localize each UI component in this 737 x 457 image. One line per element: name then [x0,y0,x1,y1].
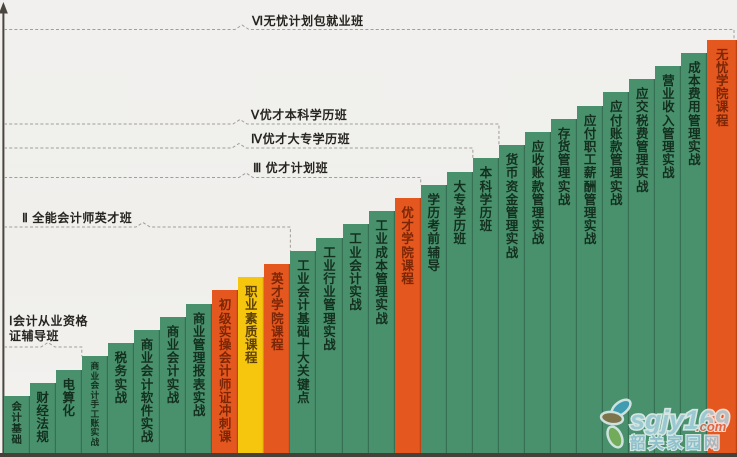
bar-label: 商 业 会 计 软 件 实 战 [140,338,154,445]
bar-label: 商 业 会 计 实 战 [166,324,180,405]
bar-step-20: 货 币 资 金 管 理 实 战 [498,145,525,454]
bar-step-5: 税 务 实 战 [107,343,134,454]
bar-label: 工 业 会 计 基 础 十 大 关 键 点 [297,258,310,405]
y-axis-arrow-icon [0,2,8,14]
bar-step-28: 无 忧 学 院 课 程 [707,39,737,454]
bar-label: 应 付 账 款 管 理 实 战 [609,100,623,207]
bar-step-21: 应 收 账 款 管 理 实 战 [525,132,552,454]
tier-label-Ⅵ: Ⅵ无忧计划包就业班 [252,14,364,28]
bar-step-15: 工 业 成 本 管 理 实 战 [368,211,395,454]
bar-step-8: 商 业 管 理 报 表 实 战 [186,303,213,454]
bar-step-1: 会 计 基 础 [3,396,30,454]
bar-label: 财 经 法 规 [36,390,49,445]
tier-label-Ⅱ: Ⅱ 全能会计师英才班 [22,211,133,225]
bar-step-17: 学 历 考 前 辅 导 [420,184,447,454]
tier-line-Ⅵ [4,24,735,40]
bar-step-3: 电 算 化 [55,369,82,454]
bar-step-26: 营 业 收 入 管 理 实 战 [655,66,682,454]
bar-label: 存 货 管 理 实 战 [557,126,571,207]
tier-label-Ⅳ: Ⅳ优才大专学历班 [251,132,351,146]
tier-line-Ⅰ [4,341,83,357]
bar-label: 优 才 学 院 课 程 [401,206,414,287]
tier-label-Ⅴ: Ⅴ优才本科学历班 [251,108,348,122]
bar-label: 会 计 基 础 [11,402,22,447]
bar-label: 商 业 管 理 报 表 实 战 [192,311,206,419]
bar-label: 大 专 学 历 班 [453,179,467,247]
bar-step-25: 应 交 税 费 管 理 实 战 [629,79,656,454]
bar-label: 商 业 会 计 手 工 账 实 战 [90,361,100,447]
bar-label: 工 业 会 计 实 战 [349,232,362,313]
bar-step-22: 存 货 管 理 实 战 [551,118,578,454]
bar-label: 无 忧 学 院 课 程 [715,47,729,128]
watermark-tld-text: .com [696,419,727,434]
tier-line-Ⅳ [4,142,474,159]
bar-label: 货 币 资 金 管 理 实 战 [505,153,519,260]
bar-label: 工 业 行 业 管 理 实 战 [323,245,336,353]
tier-label-Ⅲ: Ⅲ 优才计划班 [253,161,329,175]
bar-step-13: 工 业 行 业 管 理 实 战 [316,237,343,454]
bar-label: 成 本 费 用 管 理 实 战 [688,60,701,168]
bar-step-19: 本 科 学 历 班 [472,158,499,454]
bar-step-6: 商 业 会 计 软 件 实 战 [133,330,160,454]
bar-label: 英 才 学 院 课 程 [271,272,284,353]
bar-step-9: 初 级 实 操 会 计 师 证 冲 刺 课 [212,290,239,454]
bar-label: 初 级 实 操 会 计 师 证 冲 刺 课 [218,298,232,445]
bar-step-18: 大 专 学 历 班 [446,171,473,454]
watermark-sitename-text: 韶关家园网 [630,433,723,452]
bar-label: 本 科 学 历 班 [479,166,493,234]
bar-step-12: 工 业 会 计 基 础 十 大 关 键 点 [290,250,317,454]
bar-step-23: 应 付 职 工 薪 酬 管 理 实 战 [577,105,604,454]
bar-step-2: 财 经 法 规 [29,382,56,454]
bar-step-14: 工 业 会 计 实 战 [342,224,369,454]
bar-step-11: 英 才 学 院 课 程 [264,264,291,454]
bar-label: 学 历 考 前 辅 导 [427,192,440,273]
tier-line-Ⅴ [4,118,500,146]
bar-step-7: 商 业 会 计 实 战 [160,316,187,454]
bar-label: 应 交 税 费 管 理 实 战 [636,87,649,194]
baseline-band [0,453,737,457]
flower-logo-icon [599,398,632,449]
watermark-logo: sgjy169 .com 韶关家园网 [599,398,731,453]
tier-label-Ⅰ: Ⅰ会计从业资格 证辅导班 [9,314,89,343]
bar-step-4: 商 业 会 计 手 工 账 实 战 [81,356,108,454]
bar-step-27: 成 本 费 用 管 理 实 战 [681,52,708,454]
bar-label: 电 算 化 [62,377,76,418]
watermark-domain-text: sgjy169 [630,405,729,435]
bar-label: 职 业 素 质 课 程 [244,285,258,366]
bar-step-24: 应 付 账 款 管 理 实 战 [603,92,630,454]
bar-label: 营 业 收 入 管 理 实 战 [662,74,675,181]
bar-label: 应 付 职 工 薪 酬 管 理 实 战 [583,113,597,247]
bar-label: 应 收 账 款 管 理 实 战 [531,140,545,247]
bar-step-16: 优 才 学 院 课 程 [394,198,421,454]
bar-step-10: 职 业 素 质 课 程 [238,277,265,454]
bar-label: 税 务 实 战 [114,351,128,405]
bar-label: 工 业 成 本 管 理 实 战 [375,219,388,326]
tier-line-Ⅱ [4,221,291,251]
